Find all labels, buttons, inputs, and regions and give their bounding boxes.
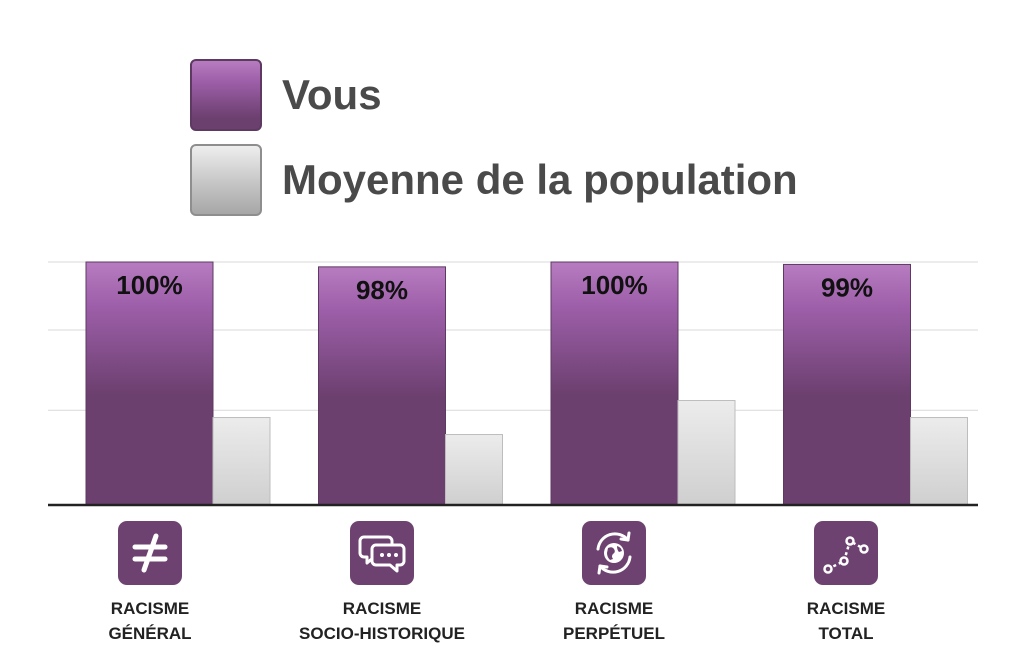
- data-label: 100%: [116, 270, 183, 300]
- data-label: 99%: [821, 272, 873, 302]
- bar-population: [212, 417, 271, 506]
- legend-swatch-you: [190, 59, 262, 131]
- legend-item-you: Vous: [190, 57, 798, 133]
- line-graph-icon: [814, 521, 878, 585]
- legend: Vous Moyenne de la population: [190, 57, 798, 227]
- not-equal-icon: [118, 521, 182, 585]
- chat-bubbles-icon: [350, 521, 414, 585]
- data-label: 98%: [356, 275, 408, 305]
- category-label-perpetuel: RACISME PERPÉTUEL: [562, 599, 666, 643]
- bar-population: [445, 434, 503, 506]
- bar-population: [677, 400, 736, 506]
- category-label-total: RACISME TOTAL: [806, 599, 886, 643]
- category-label-general: RACISME GÉNÉRAL: [108, 599, 192, 643]
- category-label-socio-historique: RACISME SOCIO-HISTORIQUE: [299, 599, 465, 643]
- legend-label-population: Moyenne de la population: [282, 156, 798, 203]
- bar-vous: [550, 261, 679, 506]
- globe-cycle-icon: [582, 521, 646, 585]
- data-label: 100%: [581, 270, 648, 300]
- bar-vous: [783, 263, 911, 506]
- legend-swatch-population: [190, 144, 262, 216]
- legend-label-you: Vous: [282, 71, 382, 118]
- bar-population: [910, 417, 968, 506]
- legend-item-population: Moyenne de la population: [190, 142, 798, 218]
